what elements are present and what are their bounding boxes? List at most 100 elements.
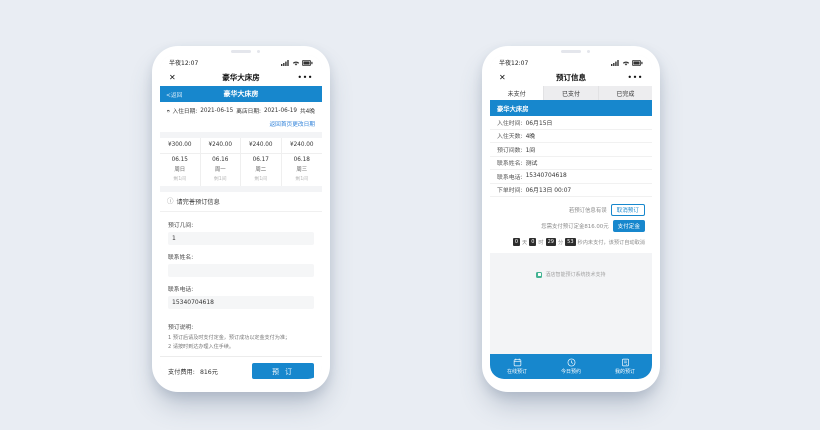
form-section-header: ⓘ 请完善预订信息 bbox=[160, 192, 322, 212]
tabbar-item-today-deal[interactable]: 今日预约 bbox=[544, 354, 598, 379]
cancel-booking-button[interactable]: 取消预订 bbox=[610, 204, 645, 216]
card-stock: 剩1间 bbox=[254, 176, 268, 182]
card-stock: 剩1间 bbox=[173, 176, 187, 182]
date-card[interactable]: 06.18 周三 剩1间 bbox=[282, 154, 323, 187]
change-date-link[interactable]: 返回首页更改日期 bbox=[269, 121, 316, 128]
page-title: 预订信息 bbox=[556, 72, 586, 82]
screen-booking-info: 半夜12:07 ✕ 预订信息 ••• 未支付 已支付 已完成 豪华大床房 入住时… bbox=[490, 55, 652, 379]
booking-notes: 预订说明: 1 预订后请及时支付定金，预订成功以定金支付为准； 2 请按时到达办… bbox=[160, 314, 322, 356]
tabbar-label: 今日预约 bbox=[560, 369, 581, 376]
detail-row: 联系姓名: 测试 bbox=[490, 157, 652, 170]
card-date: 06.16 bbox=[212, 157, 229, 163]
tabbar-label: 在线预订 bbox=[506, 369, 527, 376]
rooms-count-label: 预订几间: bbox=[168, 223, 194, 229]
close-icon[interactable]: ✕ bbox=[499, 72, 506, 82]
detail-value: 06月15日 bbox=[525, 120, 553, 127]
checkin-label: 入住日期: bbox=[172, 109, 198, 115]
date-card[interactable]: 06.16 周一 剩1间 bbox=[201, 153, 241, 186]
night-price: ¥240.00 bbox=[281, 138, 322, 154]
wifi-icon bbox=[622, 60, 629, 66]
detail-label: 入住时间: bbox=[497, 120, 523, 127]
provider-logo-icon bbox=[536, 271, 543, 278]
date-info-row: 入住日期: 2021-06-15 离店日期: 2021-06-19 共4晚 bbox=[167, 106, 315, 115]
page-title: 豪华大床房 bbox=[222, 72, 260, 82]
checkout-label: 离店日期: bbox=[236, 109, 261, 115]
detail-label: 下单时间: bbox=[497, 188, 523, 195]
night-price: ¥240.00 bbox=[241, 137, 282, 154]
status-bar: 半夜12:07 bbox=[490, 55, 652, 68]
battery-icon bbox=[632, 59, 643, 66]
contact-phone-label: 联系电话: bbox=[168, 287, 194, 293]
close-icon[interactable]: ✕ bbox=[169, 72, 176, 82]
phone-mockup-booking-form: 半夜12:07 ✕ 豪华大床房 ••• <返回 豪华大床房 入住日期: 2021… bbox=[152, 46, 330, 392]
status-time: 半夜12:07 bbox=[169, 60, 199, 67]
detail-value: 1间 bbox=[525, 147, 536, 154]
countdown-minutes: 29 bbox=[545, 238, 556, 246]
status-bar: 半夜12:07 bbox=[160, 55, 322, 68]
wifi-icon bbox=[292, 60, 299, 66]
order-status-tabs: 未支付 已支付 已完成 bbox=[490, 86, 652, 100]
booking-form: 预订几间: 联系姓名: 联系电话: bbox=[160, 212, 322, 314]
mini-program-navbar: ✕ 豪华大床房 ••• bbox=[160, 68, 322, 86]
countdown-days: 0 bbox=[512, 238, 520, 246]
night-price: ¥300.00 bbox=[160, 137, 201, 154]
back-link[interactable]: <返回 bbox=[166, 92, 183, 99]
rooms-count-input[interactable] bbox=[168, 232, 314, 245]
card-weekday: 周三 bbox=[296, 166, 308, 173]
form-section-title: 请完善预订信息 bbox=[176, 199, 220, 206]
pay-row: 您需支付预订定金816.00元 支付定金 bbox=[497, 220, 645, 232]
countdown-hours: 0 bbox=[529, 238, 537, 246]
checkin-date: 2021-06-15 bbox=[200, 107, 234, 114]
orders-tab-icon bbox=[621, 358, 629, 366]
tab-paid[interactable]: 已支付 bbox=[544, 86, 599, 100]
calendar-tab-icon bbox=[513, 358, 521, 366]
phone-mockup-booking-info: 半夜12:07 ✕ 预订信息 ••• 未支付 已支付 已完成 豪华大床房 入住时… bbox=[482, 46, 660, 392]
fee-label: 支付费用: bbox=[168, 368, 195, 376]
contact-name-input[interactable] bbox=[168, 264, 314, 277]
notes-title: 预订说明: bbox=[168, 325, 194, 331]
detail-row: 下单时间: 06月13日 00:07 bbox=[490, 184, 652, 197]
calendar-icon bbox=[167, 109, 170, 112]
bottom-tab-bar: 在线预订 今日预约 我的预订 bbox=[490, 354, 652, 379]
detail-value: 15340704618 bbox=[525, 173, 567, 180]
pay-deposit-button[interactable]: 支付定金 bbox=[612, 220, 645, 232]
cancel-row: 若预订信息有误 取消预订 bbox=[497, 204, 645, 216]
signal-icon bbox=[611, 59, 619, 66]
detail-label: 入住天数: bbox=[497, 134, 523, 141]
notes-line: 1 预订后请及时支付定金，预订成功以定金支付为准； bbox=[168, 335, 291, 341]
more-menu-icon[interactable]: ••• bbox=[297, 72, 313, 82]
filler bbox=[490, 278, 652, 354]
battery-icon bbox=[302, 59, 313, 66]
countdown-tail: 秒内未支付，该预订自动取消 bbox=[577, 239, 645, 246]
tabbar-item-online-booking[interactable]: 在线预订 bbox=[490, 354, 544, 379]
order-room-title: 豪华大床房 bbox=[490, 100, 652, 116]
date-card[interactable]: 06.17 周二 剩1间 bbox=[241, 153, 282, 186]
room-banner: <返回 豪华大床房 bbox=[160, 86, 322, 102]
tab-unpaid[interactable]: 未支付 bbox=[490, 86, 545, 100]
card-weekday: 周一 bbox=[214, 166, 226, 173]
detail-label: 联系姓名: bbox=[497, 161, 523, 168]
order-details-list: 入住时间: 06月15日 入住天数: 4晚 预订间数: 1间 联系姓名: 测试 … bbox=[490, 116, 652, 197]
detail-label: 联系电话: bbox=[497, 174, 523, 181]
countdown-unit: 分 bbox=[557, 239, 564, 246]
countdown-unit: 时 bbox=[538, 239, 544, 246]
card-stock: 剩1间 bbox=[295, 176, 309, 182]
payment-bar: 支付费用: 816元 预 订 bbox=[160, 355, 322, 379]
detail-label: 预订间数: bbox=[497, 147, 523, 154]
provider-text: 酒店智能预订系统技术支持 bbox=[545, 272, 606, 278]
clock-tab-icon bbox=[567, 358, 575, 367]
date-price-grid: ¥300.00 ¥240.00 ¥240.00 ¥240.00 06.15 周日… bbox=[160, 137, 323, 187]
tabbar-item-my-bookings[interactable]: 我的预订 bbox=[598, 354, 652, 379]
book-button[interactable]: 预 订 bbox=[252, 363, 314, 379]
cancel-hint: 若预订信息有误 bbox=[568, 208, 607, 214]
date-card[interactable]: 06.15 周日 剩1间 bbox=[160, 153, 201, 186]
card-date: 06.15 bbox=[171, 157, 188, 163]
more-menu-icon[interactable]: ••• bbox=[627, 72, 643, 82]
nights-count: 共4晚 bbox=[300, 109, 315, 115]
signal-icon bbox=[281, 59, 289, 66]
detail-row: 预订间数: 1间 bbox=[490, 143, 652, 157]
tab-completed[interactable]: 已完成 bbox=[616, 90, 635, 98]
card-weekday: 周二 bbox=[255, 166, 267, 173]
countdown-unit: 天 bbox=[522, 239, 528, 246]
contact-phone-input[interactable] bbox=[168, 296, 314, 309]
